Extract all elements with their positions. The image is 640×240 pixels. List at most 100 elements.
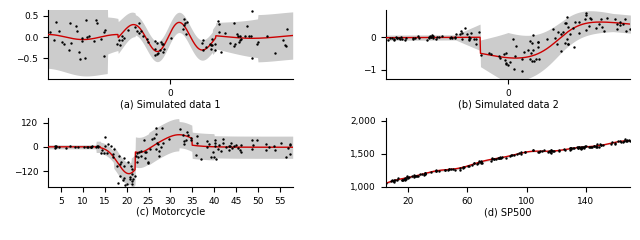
Point — [129, 174, 140, 178]
Point — [93, 144, 103, 148]
Point — [79, 145, 89, 149]
Point — [409, 175, 419, 179]
Point — [159, 48, 170, 51]
Point — [615, 20, 625, 24]
Point — [235, 149, 245, 152]
Point — [136, 154, 146, 158]
Point — [123, 161, 133, 164]
Point — [546, 148, 556, 152]
Point — [178, 133, 188, 137]
Point — [553, 30, 563, 34]
Point — [533, 40, 543, 44]
Point — [200, 45, 211, 49]
Point — [284, 143, 294, 147]
Point — [501, 61, 511, 65]
Point — [623, 138, 634, 142]
Point — [212, 147, 223, 151]
Point — [562, 37, 572, 41]
Point — [385, 36, 395, 40]
Point — [180, 21, 190, 25]
Point — [471, 42, 481, 46]
Point — [147, 137, 157, 141]
Point — [490, 156, 500, 160]
Point — [554, 149, 564, 152]
Point — [83, 145, 93, 149]
Point — [607, 140, 617, 144]
Point — [450, 168, 460, 172]
Point — [153, 51, 163, 55]
Point — [463, 37, 474, 41]
Point — [557, 30, 568, 34]
Point — [120, 183, 131, 186]
Point — [594, 145, 604, 149]
Point — [109, 147, 119, 151]
Point — [119, 156, 129, 160]
Point — [115, 162, 125, 166]
Point — [511, 44, 521, 48]
Point — [621, 139, 631, 143]
Point — [143, 161, 154, 165]
Point — [442, 168, 452, 172]
Point — [131, 29, 141, 32]
Point — [205, 155, 216, 158]
Point — [456, 31, 467, 35]
Point — [130, 24, 140, 28]
Point — [179, 27, 189, 31]
Point — [100, 144, 110, 148]
Point — [386, 179, 396, 183]
Point — [389, 38, 399, 42]
Point — [210, 138, 220, 142]
Point — [523, 48, 533, 52]
Point — [585, 16, 595, 20]
Point — [584, 24, 595, 28]
Point — [566, 146, 576, 150]
Point — [158, 141, 168, 144]
Point — [487, 157, 497, 161]
Point — [122, 183, 132, 186]
Point — [125, 175, 136, 179]
Point — [247, 147, 257, 151]
Point — [465, 31, 476, 35]
Point — [556, 32, 566, 36]
Point — [410, 36, 420, 40]
Point — [90, 18, 100, 22]
Point — [417, 172, 428, 175]
Point — [127, 182, 137, 186]
Point — [510, 54, 520, 58]
Point — [465, 36, 475, 40]
Point — [150, 147, 161, 151]
Point — [389, 37, 399, 41]
Point — [529, 59, 540, 63]
Point — [473, 161, 483, 165]
Point — [422, 38, 433, 42]
Point — [182, 20, 192, 24]
Point — [392, 178, 402, 182]
Point — [573, 145, 583, 149]
Point — [574, 20, 584, 24]
Point — [525, 39, 535, 43]
Point — [125, 177, 135, 181]
Point — [179, 23, 189, 27]
Point — [285, 152, 295, 156]
Point — [100, 28, 110, 32]
Point — [554, 148, 564, 152]
Point — [164, 137, 175, 141]
Point — [150, 53, 161, 57]
Point — [496, 156, 506, 160]
Point — [196, 157, 207, 161]
Point — [132, 151, 142, 155]
Point — [428, 36, 438, 40]
Point — [51, 144, 61, 148]
Point — [610, 18, 620, 21]
Point — [86, 145, 97, 149]
Point — [141, 150, 151, 154]
Point — [489, 157, 499, 161]
Point — [395, 37, 405, 41]
Point — [118, 178, 128, 181]
Point — [585, 145, 595, 149]
Point — [113, 181, 123, 185]
Point — [501, 63, 511, 66]
Point — [574, 145, 584, 149]
Point — [462, 32, 472, 36]
Point — [577, 146, 587, 150]
